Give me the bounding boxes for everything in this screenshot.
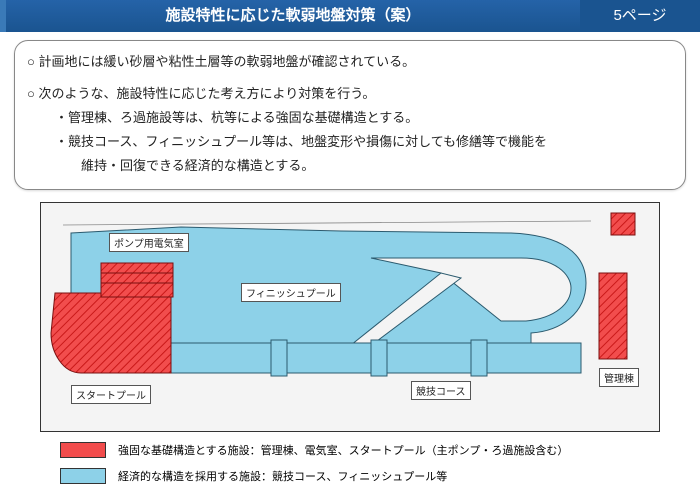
page-number: 5ページ: [580, 0, 700, 32]
label-start-pool: スタートプール: [71, 385, 151, 404]
legend-row-econ: 経済的な構造を採用する施設：競技コース、フィニッシュプール等: [60, 468, 640, 484]
topright-rigid-square: [611, 213, 635, 235]
summary-text-block: ○ 計画地には緩い砂層や粘性土層等の軟弱地盤が確認されている。 ○ 次のような、…: [14, 40, 686, 190]
legend-swatch-econ: [60, 468, 106, 484]
start-pool-detail: [101, 263, 173, 297]
legend-row-rigid: 強固な基礎構造とする施設：管理棟、電気室、スタートプール（主ポンプ・ろ過施設含む…: [60, 442, 640, 458]
legend-swatch-rigid: [60, 442, 106, 458]
label-pump-room: ポンプ用電気室: [109, 233, 189, 252]
summary-line-2: ○ 次のような、施設特性に応じた考え方により対策を行う。: [27, 83, 673, 105]
page-header: 施設特性に応じた軟弱地盤対策（案） 5ページ: [0, 0, 700, 32]
start-pool: [51, 293, 171, 373]
legend-label-rigid: 強固な基礎構造とする施設：管理棟、電気室、スタートプール（主ポンプ・ろ過施設含む…: [118, 442, 568, 458]
summary-line-4: ・競技コース、フィニッシュプール等は、地盤変形や損傷に対しても修繕等で機能を: [27, 131, 673, 153]
admin-building: [599, 273, 627, 359]
legend-label-econ: 経済的な構造を採用する施設：競技コース、フィニッシュプール等: [118, 468, 447, 484]
summary-line-1: ○ 計画地には緩い砂層や粘性土層等の軟弱地盤が確認されている。: [27, 51, 673, 73]
legend: 強固な基礎構造とする施設：管理棟、電気室、スタートプール（主ポンプ・ろ過施設含む…: [60, 442, 640, 484]
label-course: 競技コース: [411, 381, 471, 400]
label-finish-pool: フィニッシュプール: [241, 283, 341, 302]
label-admin: 管理棟: [599, 368, 639, 387]
summary-line-5: 維持・回復できる経済的な構造とする。: [27, 155, 673, 177]
site-plan-diagram: ポンプ用電気室 フィニッシュプール スタートプール 競技コース 管理棟: [40, 202, 660, 432]
summary-line-3: ・管理棟、ろ過施設等は、杭等による強固な基礎構造とする。: [27, 107, 673, 129]
page-title: 施設特性に応じた軟弱地盤対策（案）: [0, 0, 580, 32]
